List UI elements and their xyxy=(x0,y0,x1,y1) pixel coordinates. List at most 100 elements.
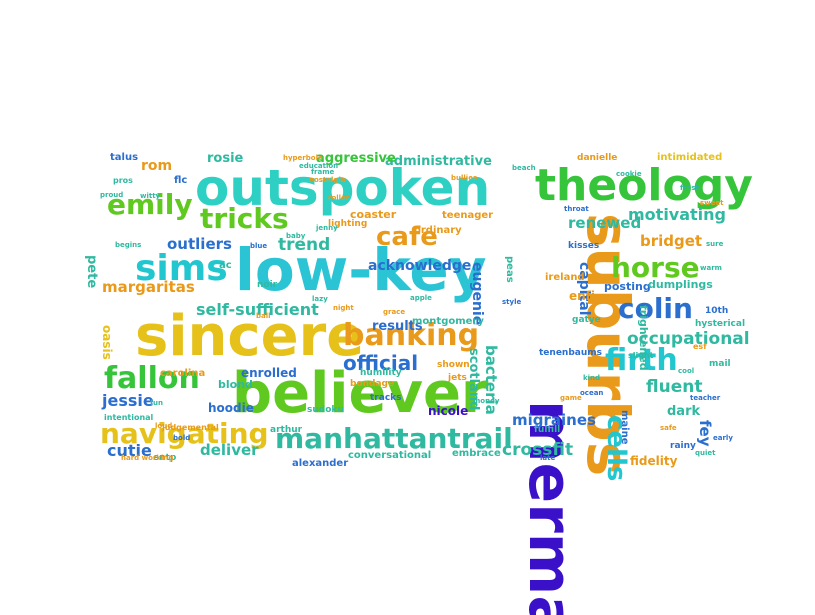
word-74: frightened xyxy=(637,305,650,371)
word-28: margaritas xyxy=(102,278,195,296)
word-121: kind xyxy=(583,374,600,382)
word-39: deliver xyxy=(200,441,259,459)
word-64: ordinary xyxy=(414,225,462,236)
word-78: gatye xyxy=(572,315,601,325)
word-112: teacher xyxy=(690,394,721,402)
word-113: witty xyxy=(140,192,161,200)
word-58: embrace xyxy=(452,448,501,459)
word-99: slight xyxy=(628,351,654,360)
word-3: suburbs xyxy=(574,213,642,476)
word-9: tricks xyxy=(200,202,289,235)
word-62: coaster xyxy=(350,208,397,221)
word-104: jenny xyxy=(315,224,338,232)
word-52: oasis xyxy=(100,325,114,360)
word-128: sweet xyxy=(700,199,724,207)
word-101: begins xyxy=(115,241,141,249)
word-107: bullies xyxy=(451,174,477,182)
word-34: aggressive xyxy=(316,151,396,166)
word-56: alexander xyxy=(292,458,348,469)
word-6: believer xyxy=(232,361,489,426)
word-73: kisses xyxy=(568,241,599,251)
word-37: jessie xyxy=(101,391,154,410)
word-17: manhattantrail xyxy=(275,422,513,455)
word-68: tracks xyxy=(370,393,402,403)
word-77: peas xyxy=(504,256,515,283)
word-95: intentional xyxy=(104,413,154,422)
word-53: pete xyxy=(84,255,99,288)
word-48: dark xyxy=(667,404,700,419)
word-38: cutie xyxy=(107,441,152,460)
word-89: rainy xyxy=(670,441,696,451)
word-57: montgomery xyxy=(412,316,484,327)
word-31: acknowledge xyxy=(368,258,471,274)
word-69: blond xyxy=(218,378,253,391)
word-110: roller xyxy=(328,194,350,202)
word-50: posting xyxy=(604,280,651,293)
word-131: quiet xyxy=(695,449,716,457)
word-40: enrolled xyxy=(241,366,297,380)
word-119: money xyxy=(473,397,500,405)
word-32: renewed xyxy=(568,214,641,232)
word-100: pros xyxy=(113,176,133,185)
word-85: jets xyxy=(447,373,467,383)
word-115: lazy xyxy=(312,295,328,303)
word-12: horse xyxy=(611,251,700,284)
word-120: style xyxy=(502,298,521,306)
word-129: cool xyxy=(678,367,694,375)
word-92: education xyxy=(299,162,338,170)
word-80: fulfill xyxy=(534,425,560,435)
word-67: humility xyxy=(360,368,402,378)
word-44: bacteria xyxy=(482,345,500,415)
word-96: judgemental xyxy=(161,423,219,432)
word-116: night xyxy=(333,304,354,312)
word-19: official xyxy=(343,351,418,375)
word-98: esf xyxy=(693,342,707,351)
word-108: beach xyxy=(512,164,536,172)
word-8: emily xyxy=(107,188,193,221)
word-47: fey xyxy=(696,420,714,447)
word-114: ball xyxy=(256,312,271,320)
word-33: administrative xyxy=(385,154,492,169)
word-125: loud xyxy=(155,422,172,430)
word-24: fluent xyxy=(646,377,702,397)
word-46: nicole xyxy=(428,404,468,418)
word-10: cafe xyxy=(376,222,438,252)
word-41: hoodie xyxy=(208,401,254,415)
word-106: throat xyxy=(564,205,589,213)
word-91: hyperbole xyxy=(283,154,323,162)
word-124: fun xyxy=(150,399,163,407)
word-81: noir xyxy=(257,280,278,290)
word-54: talus xyxy=(110,152,138,163)
word-45: scotland xyxy=(466,348,481,410)
word-59: dumplings xyxy=(648,278,713,291)
word-130: early xyxy=(713,434,733,442)
word-60: maine xyxy=(619,410,630,445)
word-25: migraines xyxy=(512,411,596,429)
word-51: enfj xyxy=(569,289,595,303)
word-111: sure xyxy=(706,240,724,248)
word-102: proud xyxy=(100,191,123,199)
word-134: late xyxy=(540,454,555,462)
word-122: ocean xyxy=(580,389,603,397)
word-76: danielle xyxy=(577,153,617,163)
word-15: fallon xyxy=(104,361,200,396)
word-118: grace xyxy=(383,308,405,316)
word-66: bondage xyxy=(350,379,394,389)
word-30: trend xyxy=(278,235,330,255)
word-83: flc xyxy=(174,175,187,186)
word-7: sims xyxy=(135,248,228,289)
word-88: mail xyxy=(709,359,731,369)
word-43: eugenie xyxy=(469,262,485,325)
word-35: rosie xyxy=(207,151,244,166)
word-82: ac xyxy=(219,260,232,271)
word-29: outliers xyxy=(167,235,232,253)
word-21: capital xyxy=(576,262,592,316)
word-105: baby xyxy=(286,232,306,240)
word-61: ireland xyxy=(545,272,585,283)
word-11: banking xyxy=(343,318,479,353)
word-18: cells xyxy=(601,415,631,481)
word-97: hard working xyxy=(121,454,173,462)
word-16: navigating xyxy=(100,417,269,450)
word-55: conversational xyxy=(348,450,431,461)
